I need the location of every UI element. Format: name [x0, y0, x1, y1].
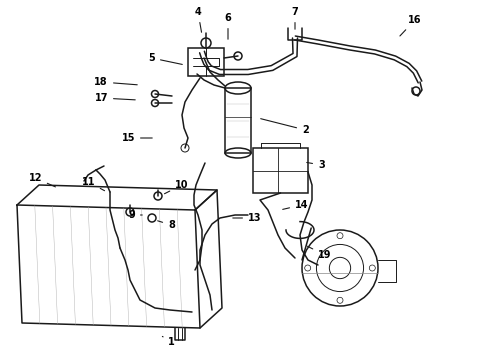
- Bar: [188, 48, 224, 76]
- Text: 2: 2: [261, 119, 309, 135]
- Circle shape: [126, 208, 134, 216]
- Text: 18: 18: [95, 77, 137, 87]
- Text: 3: 3: [307, 160, 325, 170]
- Text: 19: 19: [308, 246, 332, 260]
- Text: 5: 5: [148, 53, 182, 64]
- Text: 11: 11: [81, 177, 104, 191]
- Text: 14: 14: [283, 200, 309, 210]
- Circle shape: [148, 214, 156, 222]
- Bar: [225, 88, 251, 153]
- Text: 7: 7: [292, 7, 298, 29]
- Bar: [253, 148, 308, 193]
- Circle shape: [201, 38, 211, 48]
- Text: 9: 9: [128, 210, 142, 220]
- Text: 4: 4: [195, 7, 201, 32]
- Text: 16: 16: [400, 15, 422, 36]
- Text: 12: 12: [28, 173, 55, 187]
- Text: 6: 6: [224, 13, 231, 39]
- Text: 17: 17: [95, 93, 135, 103]
- Text: 10: 10: [165, 180, 189, 194]
- Text: 1: 1: [162, 337, 175, 347]
- Text: 15: 15: [122, 133, 152, 143]
- Text: 13: 13: [233, 213, 262, 223]
- Text: 8: 8: [158, 220, 175, 230]
- Circle shape: [154, 192, 162, 200]
